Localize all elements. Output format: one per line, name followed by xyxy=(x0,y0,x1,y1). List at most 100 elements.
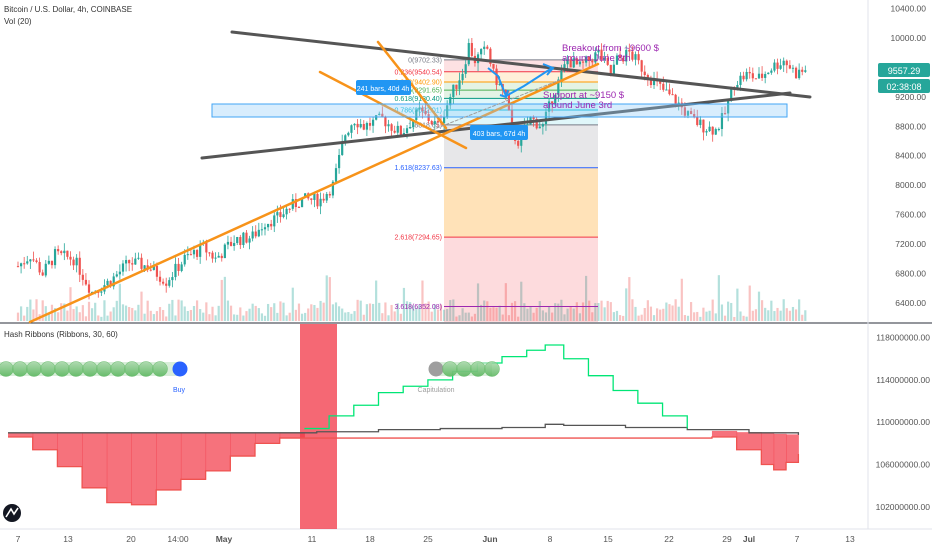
candle-body xyxy=(702,119,705,133)
volume-bar xyxy=(498,305,501,321)
ribbon-fill-segment xyxy=(761,433,775,465)
volume-bar xyxy=(174,315,177,321)
candle-body xyxy=(489,48,492,64)
fib-level-label: 0.5(9291.65) xyxy=(402,88,442,95)
volume-bar xyxy=(143,313,146,321)
breakout-note-line2[interactable]: around June 8th xyxy=(562,53,631,64)
volume-bar xyxy=(180,300,183,321)
volume-bar xyxy=(81,305,84,321)
volume-bar xyxy=(689,302,693,321)
volume-bar xyxy=(523,303,526,321)
volume-bar xyxy=(495,307,498,321)
volume-bar xyxy=(551,312,554,321)
indicator-axis-tick-label: 118000000.00 xyxy=(876,333,930,343)
volume-bar xyxy=(217,305,220,321)
candle-body xyxy=(115,274,118,277)
volume-bar xyxy=(146,300,149,321)
buy-signal-dot xyxy=(172,361,188,377)
candle-body xyxy=(294,199,297,208)
volume-bar xyxy=(736,288,739,321)
volume-bar xyxy=(757,291,761,321)
ribbon-fill-segment xyxy=(786,434,799,463)
candle-body xyxy=(544,111,548,125)
candle-body xyxy=(81,274,84,280)
candle-body xyxy=(618,55,622,58)
volume-bar xyxy=(91,308,94,321)
candle-body xyxy=(263,227,267,230)
volume-bar xyxy=(328,277,331,321)
candle-body xyxy=(381,113,384,117)
volume-bar xyxy=(594,303,597,321)
volume-bar xyxy=(430,311,433,321)
volume-bar xyxy=(162,309,165,321)
time-axis[interactable]: 7 13 20 14:00 May 11 18 25 Jun 8 15 22 29 Jul 7 13 xyxy=(16,534,855,544)
volume-bar xyxy=(634,306,637,321)
volume-bar xyxy=(375,280,378,321)
breakout-note-line1[interactable]: Breakout from ~9600 $ xyxy=(562,43,660,54)
volume-bar xyxy=(208,314,211,321)
volume-bar xyxy=(245,311,248,321)
volume-bar xyxy=(541,310,544,321)
volume-bar xyxy=(233,314,236,321)
candle-body xyxy=(764,74,767,78)
candle-body xyxy=(158,276,162,282)
tradingview-logo[interactable] xyxy=(3,504,21,522)
volume-bar xyxy=(646,300,649,321)
volume-bar xyxy=(693,312,696,321)
support-note-line2[interactable]: around June 3rd xyxy=(543,100,612,111)
candle-body xyxy=(708,126,711,132)
capitulation-column xyxy=(300,324,337,529)
volume-bar xyxy=(97,315,100,321)
candle-body xyxy=(421,107,424,111)
candle-body xyxy=(532,116,535,119)
volume-bar xyxy=(665,302,668,321)
candle-body xyxy=(686,111,690,116)
volume-bar xyxy=(794,309,798,321)
volume-bar xyxy=(106,315,109,321)
candle-body xyxy=(121,263,125,272)
time-axis-tick-label: 8 xyxy=(548,534,553,544)
volume-bar xyxy=(785,308,788,321)
volume-bar xyxy=(307,308,310,321)
volume-bar xyxy=(57,312,60,321)
candle-body xyxy=(649,79,653,86)
volume-bar xyxy=(155,311,159,321)
candle-body xyxy=(350,125,353,133)
candle-body xyxy=(334,168,338,182)
main-pane[interactable] xyxy=(0,0,868,322)
svg-text:02:38:08: 02:38:08 xyxy=(886,82,921,92)
volume-bar xyxy=(637,315,640,321)
support-note-line1[interactable]: Support at ~9150 $ xyxy=(543,90,625,101)
volume-bar xyxy=(473,313,477,321)
volume-bar xyxy=(470,316,473,321)
time-axis-tick-label: Jun xyxy=(482,534,497,544)
volume-bar xyxy=(773,311,776,321)
candle-body xyxy=(19,263,23,267)
volume-bar xyxy=(273,303,276,321)
ribbon-fill-segment xyxy=(131,432,157,505)
measure-label-1[interactable]: 241 bars, 40d 4h xyxy=(356,80,411,95)
candle-body xyxy=(745,71,748,80)
candle-body xyxy=(233,243,236,246)
candle-body xyxy=(217,255,220,258)
volume-bar xyxy=(371,303,375,321)
candle-body xyxy=(591,60,594,63)
volume-bar xyxy=(393,311,396,321)
volume-bar xyxy=(754,309,758,321)
measure-label-2[interactable]: 403 bars, 67d 4h xyxy=(470,125,528,140)
volume-bar xyxy=(322,302,325,321)
candle-body xyxy=(507,94,511,111)
volume-bar xyxy=(183,306,186,321)
candle-body xyxy=(134,258,137,265)
volume-bar xyxy=(118,283,121,321)
candle-body xyxy=(643,71,646,76)
volume-bar xyxy=(649,306,653,321)
ribbon-30-line-above xyxy=(304,344,688,430)
candle-body xyxy=(362,123,365,130)
volume-bar xyxy=(353,311,356,321)
signal-dot xyxy=(442,361,458,377)
volume-bar xyxy=(532,312,535,321)
support-zone-rectangle xyxy=(211,103,788,118)
candle-body xyxy=(393,130,396,133)
